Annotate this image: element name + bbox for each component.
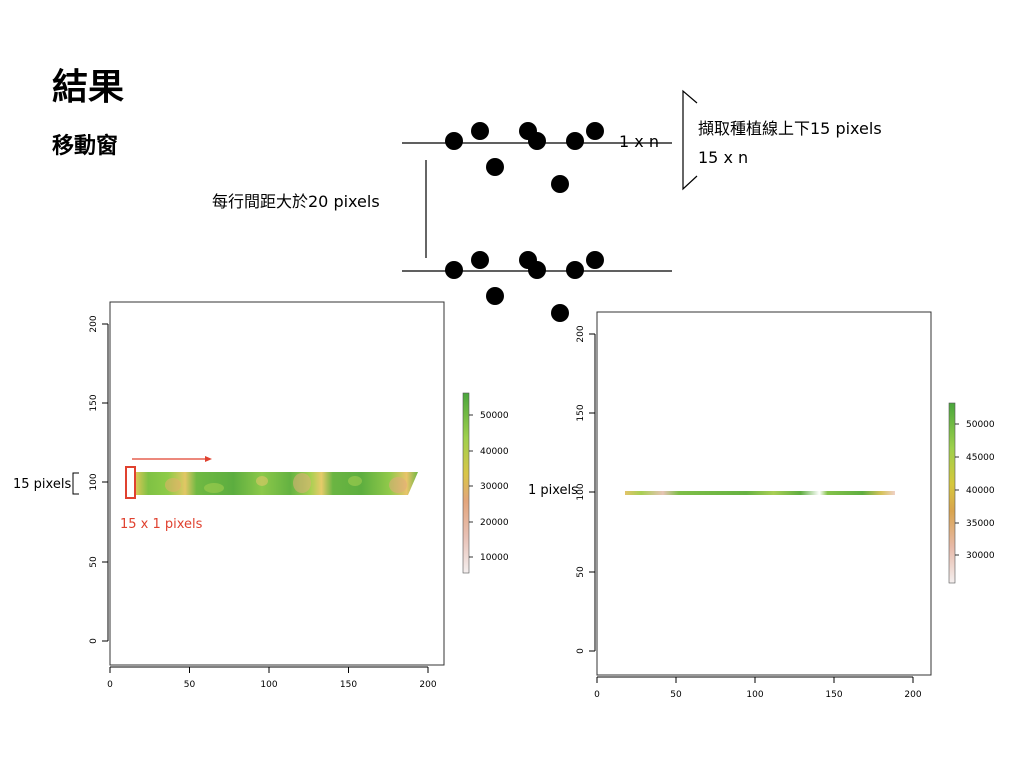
plant-dot xyxy=(471,122,489,140)
x-tick-label: 100 xyxy=(260,680,277,690)
planting-row-diagram xyxy=(402,89,698,305)
legend-tick-label: 35000 xyxy=(966,519,995,529)
x-tick-marks xyxy=(596,677,914,683)
plant-dot xyxy=(551,175,569,193)
x-tick-label: 0 xyxy=(107,680,113,690)
x-tick-label: 150 xyxy=(340,680,357,690)
x-tick-label: 150 xyxy=(825,690,842,700)
window-highlight xyxy=(125,466,136,499)
plant-dot xyxy=(586,122,604,140)
window-15xn-label: 15 x n xyxy=(698,148,749,167)
right-heatmap-plot: 0 50 100 150 200 0 50 100 150 200 30000 … xyxy=(576,311,995,700)
x-tick-label: 50 xyxy=(670,690,682,700)
plot-frame xyxy=(596,311,932,676)
y-tick-label: 200 xyxy=(576,325,586,342)
extract-label: 擷取種植線上下15 pixels xyxy=(698,119,882,138)
plant-dot xyxy=(566,132,584,150)
left-side-label: 15 pixels xyxy=(13,477,72,492)
plant-dots-upper xyxy=(445,122,604,193)
y-tick-marks xyxy=(102,323,108,642)
x-tick-label: 100 xyxy=(746,690,763,700)
y-tick-marks xyxy=(589,333,595,652)
slide-title: 結果 xyxy=(52,67,125,108)
plant-dot xyxy=(486,287,504,305)
plant-dot xyxy=(445,132,463,150)
legend-tick-label: 45000 xyxy=(966,453,995,463)
x-tick-label: 0 xyxy=(594,690,600,700)
plant-dot xyxy=(471,251,489,269)
plant-dot xyxy=(486,158,504,176)
row-spacing-label: 每行間距大於20 pixels xyxy=(212,192,380,211)
plant-dot-overflow xyxy=(551,304,569,322)
y-tick-label: 200 xyxy=(89,315,99,332)
side-bracket xyxy=(72,472,79,495)
y-tick-label: 150 xyxy=(89,394,99,411)
x-tick-marks xyxy=(109,667,429,673)
y-tick-label: 100 xyxy=(89,473,99,490)
window-size-label: 15 x 1 pixels xyxy=(120,517,203,532)
slide-subtitle: 移動窗 xyxy=(52,134,119,159)
heat-strip-texture xyxy=(165,473,407,493)
y-tick-label: 50 xyxy=(576,566,586,578)
legend-tick-label: 50000 xyxy=(480,411,509,421)
x-tick-label: 200 xyxy=(419,680,436,690)
x-tick-label: 50 xyxy=(184,680,196,690)
y-tick-label: 100 xyxy=(576,483,586,500)
heat-line xyxy=(625,491,895,495)
color-legend-bar xyxy=(462,392,470,574)
plant-dot xyxy=(445,261,463,279)
right-side-label: 1 pixels xyxy=(528,483,578,498)
legend-tick-label: 30000 xyxy=(966,551,995,561)
plot-frame xyxy=(109,301,445,666)
plant-dot xyxy=(528,261,546,279)
legend-tick-label: 50000 xyxy=(966,420,995,430)
x-tick-label: 200 xyxy=(904,690,921,700)
arrow-head xyxy=(205,456,212,462)
window-1xn-label: 1 x n xyxy=(619,132,659,151)
left-heatmap-plot: 0 50 100 150 200 0 50 100 150 200 10000 … xyxy=(72,301,509,690)
legend-tick-label: 40000 xyxy=(966,486,995,496)
y-tick-label: 50 xyxy=(89,556,99,568)
plant-dot xyxy=(528,132,546,150)
y-tick-label: 0 xyxy=(89,638,99,644)
legend-tick-label: 10000 xyxy=(480,553,509,563)
plant-dots-lower xyxy=(445,251,604,305)
legend-tick-label: 30000 xyxy=(480,482,509,492)
y-tick-label: 150 xyxy=(576,404,586,421)
legend-tick-label: 40000 xyxy=(480,447,509,457)
plant-dot xyxy=(566,261,584,279)
extract-bracket xyxy=(682,89,698,191)
y-tick-label: 0 xyxy=(576,648,586,654)
color-legend-bar xyxy=(948,402,956,584)
plant-dot xyxy=(586,251,604,269)
legend-tick-label: 20000 xyxy=(480,518,509,528)
